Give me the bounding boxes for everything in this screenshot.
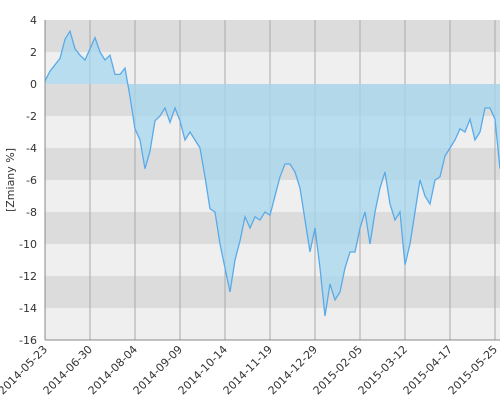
y-tick-label: -8 — [26, 206, 37, 219]
grid-band — [45, 244, 500, 276]
y-tick-label: -10 — [19, 238, 37, 251]
line — [44, 29, 500, 317]
grid-band — [45, 276, 500, 308]
y-tick-label: -2 — [26, 110, 37, 123]
y-tick-label: 0 — [30, 78, 37, 91]
y-tick-label: 4 — [30, 14, 37, 27]
y-tick-label: -4 — [26, 142, 37, 155]
y-tick-label: -12 — [19, 270, 37, 283]
grid-band — [45, 20, 500, 52]
y-tick-label: -16 — [19, 334, 37, 347]
grid-band — [45, 308, 500, 340]
grid-band — [45, 212, 500, 244]
area-fill — [45, 31, 500, 316]
y-tick-label: -14 — [19, 302, 37, 315]
y-tick-label: -6 — [26, 174, 37, 187]
y-axis-label: [Zmiany %] — [4, 148, 17, 212]
y-tick-label: 2 — [30, 46, 37, 59]
